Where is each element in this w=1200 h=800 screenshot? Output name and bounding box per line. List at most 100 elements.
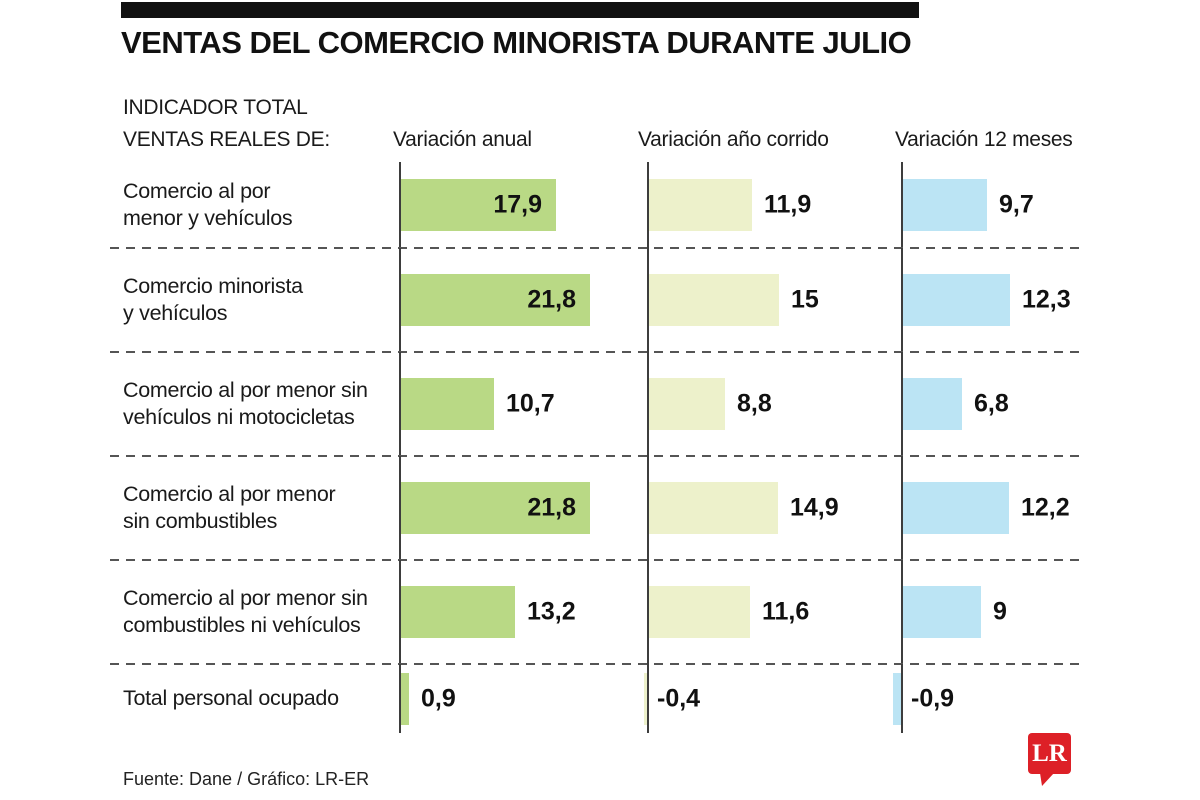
row-separator-dashed-line xyxy=(110,455,1082,457)
bar xyxy=(893,672,901,725)
axis-line xyxy=(399,664,401,733)
bar xyxy=(903,586,981,638)
axis-line xyxy=(901,560,903,664)
row-separator-dashed-line xyxy=(110,247,1082,249)
bar xyxy=(903,482,1009,534)
bar xyxy=(649,586,750,638)
chart-row: Total personal ocupado 0,9 -0,4 -0,9 xyxy=(110,663,1082,733)
axis-line xyxy=(647,560,649,664)
bar-cell: 13,2 xyxy=(399,560,647,664)
lr-logo-box: LR xyxy=(1028,733,1071,774)
row-separator-dashed-line xyxy=(110,351,1082,353)
lr-logo-text: LR xyxy=(1032,739,1067,767)
bar-cell: 10,7 xyxy=(399,352,647,456)
bar xyxy=(401,586,515,638)
chart-row: Comercio al por menor sin combustibles ni… xyxy=(110,559,1082,664)
indicator-header-line1: INDICADOR TOTAL xyxy=(123,96,308,119)
bar-cell: 11,6 xyxy=(647,560,901,664)
row-category-label: Comercio al por menor sin combustibles xyxy=(123,482,336,533)
bar-value-label: 12,2 xyxy=(1021,493,1070,522)
bar xyxy=(401,378,494,430)
bar xyxy=(903,179,987,231)
bar-value-label: 9 xyxy=(993,597,1007,626)
bar-value-label: -0,4 xyxy=(657,684,701,712)
bar-value-label: 13,2 xyxy=(527,597,576,626)
bar-cell: 9 xyxy=(901,560,1082,664)
bar xyxy=(401,179,556,231)
chart-title: VENTAS DEL COMERCIO MINORISTA DURANTE JU… xyxy=(121,25,912,60)
row-category-label: Comercio al por menor sin vehículos ni mo… xyxy=(123,378,368,429)
bar-cell: 11,9 xyxy=(647,162,901,248)
bar xyxy=(649,274,779,326)
bar xyxy=(649,482,778,534)
bar-cell: 9,7 xyxy=(901,162,1082,248)
bar-value-label: -0,9 xyxy=(911,684,955,712)
axis-line xyxy=(399,560,401,664)
bar-cell: 15 xyxy=(647,248,901,352)
bar-cell: 12,3 xyxy=(901,248,1082,352)
lr-logo-tail xyxy=(1040,773,1054,786)
indicator-header: INDICADOR TOTAL VENTAS REALES DE: xyxy=(123,92,330,156)
bar-cell: 21,8 xyxy=(399,456,647,560)
chart-row: Comercio al por menor y vehículos 17,9 11,9… xyxy=(110,162,1082,248)
bar-cell: 21,8 xyxy=(399,248,647,352)
axis-line xyxy=(647,248,649,352)
bar-cell: 0,9 xyxy=(399,664,647,733)
bar-value-label: 14,9 xyxy=(790,493,839,522)
bar-value-label: 9,7 xyxy=(999,190,1034,219)
axis-line xyxy=(901,664,903,733)
bar-cell: 12,2 xyxy=(901,456,1082,560)
bar-value-label: 10,7 xyxy=(506,389,555,418)
source-credit: Fuente: Dane / Gráfico: LR-ER xyxy=(123,769,370,789)
axis-line xyxy=(901,456,903,560)
row-category-label: Comercio al por menor y vehículos xyxy=(123,179,293,230)
bar-value-label: 11,9 xyxy=(764,190,812,219)
row-category-label: Comercio al por menor sin combustibles ni… xyxy=(123,586,368,637)
column-header-variacion-ano-corrido: Variación año corrido xyxy=(638,128,829,151)
bar-value-label: 21,8 xyxy=(527,493,576,522)
chart-row: Comercio al por menor sin combustibles 21,… xyxy=(110,455,1082,560)
bar xyxy=(649,179,752,231)
row-separator-dashed-line xyxy=(110,559,1082,561)
bar xyxy=(401,274,590,326)
bar-value-label: 6,8 xyxy=(974,389,1009,418)
axis-line xyxy=(399,162,401,248)
axis-line xyxy=(901,162,903,248)
axis-line xyxy=(399,352,401,456)
axis-line xyxy=(647,456,649,560)
axis-line xyxy=(399,456,401,560)
bar-value-label: 12,3 xyxy=(1022,285,1071,314)
bar xyxy=(401,672,409,725)
bar-cell: -0,9 xyxy=(893,664,1082,733)
row-separator-dashed-line xyxy=(110,663,1082,665)
title-rule xyxy=(121,2,919,18)
bar-value-label: 15 xyxy=(791,285,819,314)
chart-row: Comercio minorista y vehículos 21,8 15 12,3 xyxy=(110,247,1082,352)
bar-value-label: 11,6 xyxy=(762,597,810,626)
bar-cell: 8,8 xyxy=(647,352,901,456)
bar xyxy=(644,672,647,725)
column-header-variacion-anual: Variación anual xyxy=(393,128,532,151)
bar xyxy=(649,378,725,430)
axis-line xyxy=(647,352,649,456)
row-category-label: Total personal ocupado xyxy=(123,686,339,710)
axis-line xyxy=(901,352,903,456)
bar-chart: Comercio al por menor y vehículos 17,9 11,9… xyxy=(110,162,1082,733)
bar-cell: -0,4 xyxy=(644,664,901,733)
axis-line xyxy=(901,248,903,352)
indicator-header-line2: VENTAS REALES DE: xyxy=(123,128,330,151)
axis-line xyxy=(647,162,649,248)
bar-cell: 14,9 xyxy=(647,456,901,560)
bar xyxy=(903,274,1010,326)
lr-logo: LR xyxy=(1028,733,1072,787)
bar-cell: 6,8 xyxy=(901,352,1082,456)
column-header-variacion-12-meses: Variación 12 meses xyxy=(895,128,1073,151)
bar xyxy=(903,378,962,430)
bar-value-label: 8,8 xyxy=(737,389,772,418)
axis-line xyxy=(399,248,401,352)
chart-row: Comercio al por menor sin vehículos ni mo… xyxy=(110,351,1082,456)
axis-line xyxy=(647,664,649,733)
bar xyxy=(401,482,590,534)
bar-value-label: 21,8 xyxy=(527,285,576,314)
